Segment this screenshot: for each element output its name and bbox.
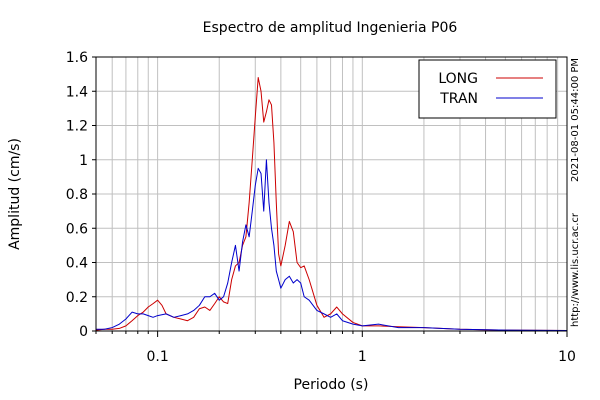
y-tick-label: 1.4 xyxy=(66,84,88,100)
y-axis-label: Amplitud (cm/s) xyxy=(7,138,23,250)
x-tick-label: 10 xyxy=(558,349,576,365)
series-line-tran xyxy=(96,159,568,331)
x-axis-label: Periodo (s) xyxy=(294,377,369,393)
timestamp-text: 2021-08-01 05:44:00 PM xyxy=(570,58,581,182)
y-tick-label: 0.4 xyxy=(66,256,88,272)
y-tick-label: 0.8 xyxy=(66,187,88,203)
y-tick-label: 1.6 xyxy=(66,50,88,66)
ticks: 0 0.2 0.4 0.6 0.8 1 1.2 1.4 1.6 0.1 1 10 xyxy=(66,50,576,365)
legend-label-long: LONG xyxy=(438,71,478,87)
x-tick-label: 1 xyxy=(358,349,367,365)
y-tick-label: 1.2 xyxy=(66,119,88,135)
y-tick-label: 0.2 xyxy=(66,290,88,306)
legend-label-tran: TRAN xyxy=(439,91,478,107)
y-tick-label: 0.6 xyxy=(66,221,88,237)
series-line-long xyxy=(95,77,568,331)
series-layer xyxy=(95,77,568,331)
x-tick-label: 0.1 xyxy=(146,349,168,365)
y-tick-label: 0 xyxy=(79,324,88,340)
source-url-text: http://www.lis.ucr.ac.cr xyxy=(570,212,581,327)
y-tick-label: 1 xyxy=(79,153,88,169)
legend-box xyxy=(418,59,557,119)
chart-title: Espectro de amplitud Ingenieria P06 xyxy=(203,20,458,36)
legend: LONG TRAN xyxy=(418,59,557,119)
